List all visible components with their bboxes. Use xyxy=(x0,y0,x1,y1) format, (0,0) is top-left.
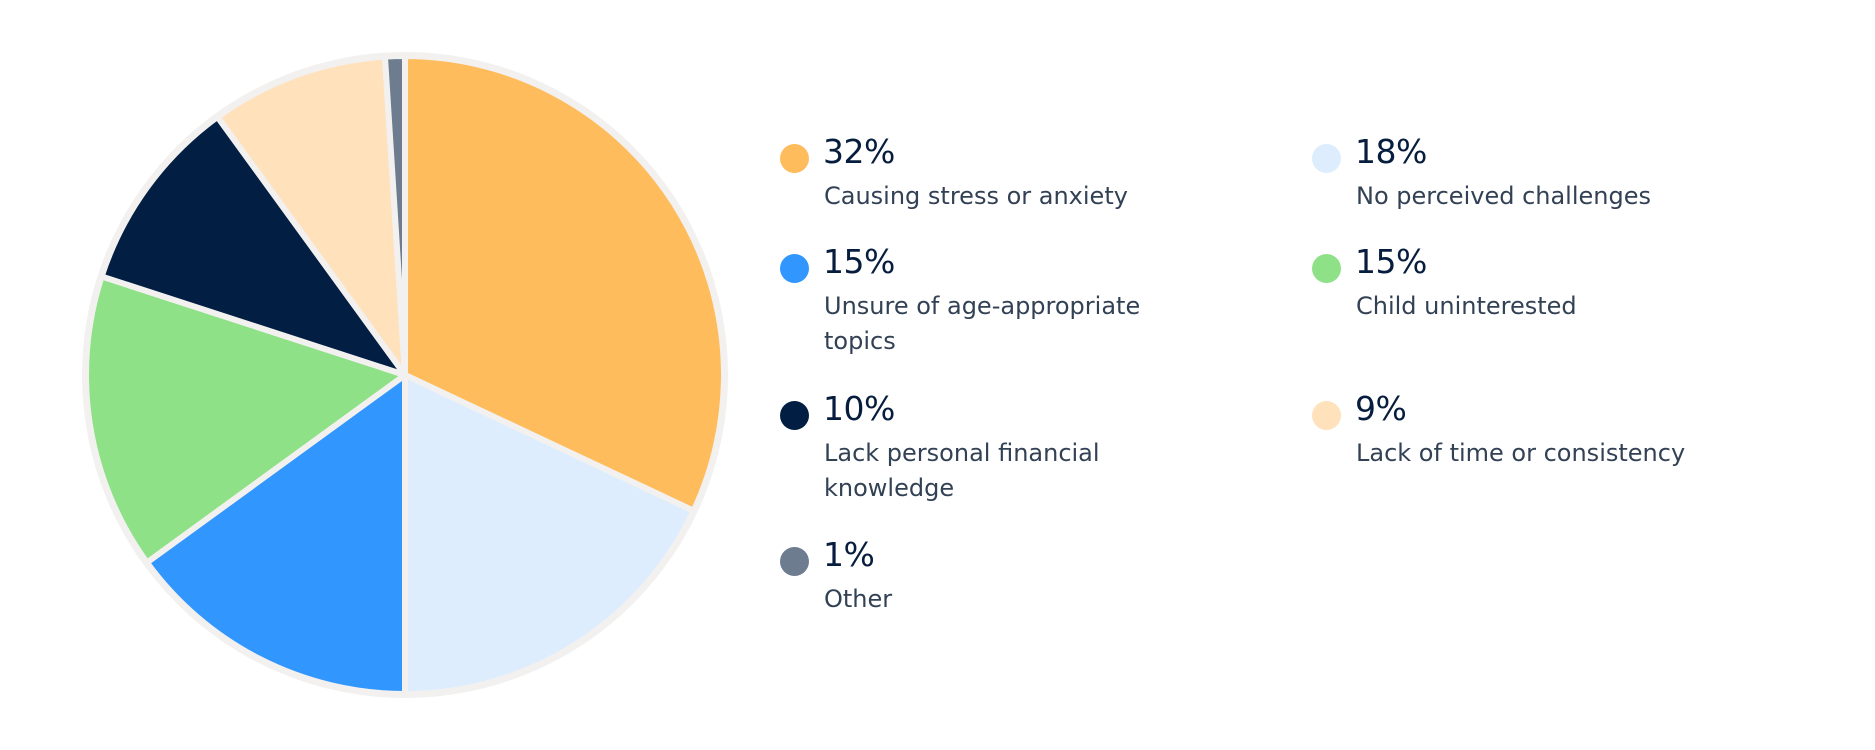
pie-slice-1 xyxy=(402,372,697,697)
pie-slice-5 xyxy=(214,53,408,378)
legend-dot xyxy=(1312,144,1341,173)
legend-value: 10% xyxy=(823,389,895,428)
legend-label: No perceived challenges xyxy=(1356,182,1651,210)
pie-slice-3 xyxy=(83,273,408,566)
legend-label: Lack personal financial knowledge xyxy=(824,439,1100,502)
pie-slice-0 xyxy=(402,53,727,514)
legend-dot xyxy=(780,254,809,283)
legend-value: 15% xyxy=(823,242,895,281)
legend-label: Child uninterested xyxy=(1356,292,1577,320)
pie-slice-6 xyxy=(381,53,408,378)
pie-slice-4 xyxy=(98,113,408,378)
legend-dot xyxy=(780,144,809,173)
pie-slice-2 xyxy=(143,372,408,697)
legend-value: 15% xyxy=(1355,242,1427,281)
legend-value: 1% xyxy=(823,535,875,574)
pie-chart xyxy=(82,52,728,698)
legend-dot xyxy=(1312,401,1341,430)
legend-value: 32% xyxy=(823,132,895,171)
legend-dot xyxy=(780,401,809,430)
legend-label: Unsure of age-appropriate topics xyxy=(824,292,1141,355)
legend-dot xyxy=(1312,254,1341,283)
legend-value: 18% xyxy=(1355,132,1427,171)
legend-label: Lack of time or consistency xyxy=(1356,439,1686,467)
legend-label: Causing stress or anxiety xyxy=(824,182,1128,210)
pie-slices xyxy=(83,53,727,697)
legend-label: Other xyxy=(824,585,893,613)
legend-value: 9% xyxy=(1355,389,1407,428)
legend-dot xyxy=(780,547,809,576)
